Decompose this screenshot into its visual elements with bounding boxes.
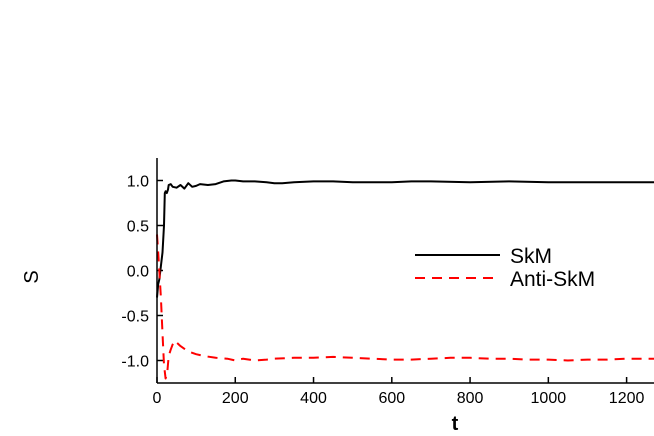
x-axis-tick-labels: 0 200 400 600 800 1000 1200 [153, 390, 645, 407]
legend-label-anti-skm: Anti-SkM [510, 268, 595, 291]
x-tick-label: 200 [222, 390, 249, 407]
y-axis-ticks [157, 179, 163, 362]
legend-label-skm: SkM [510, 245, 552, 268]
x-tick-label: 1200 [609, 390, 645, 407]
x-tick-label: 400 [300, 390, 327, 407]
x-tick-label: 800 [457, 390, 484, 407]
series-line-anti-skm [156, 234, 654, 380]
x-tick-label: 1000 [531, 390, 567, 407]
y-axis-label: S [21, 270, 43, 283]
x-axis-ticks [156, 377, 628, 383]
series-line-skm [156, 179, 654, 298]
x-axis-label: t [452, 413, 459, 435]
y-tick-label: 0.5 [127, 219, 149, 236]
y-axis-tick-labels: 1.0 0.5 0.0 -0.5 -1.0 [121, 174, 149, 371]
series-lines [156, 179, 654, 380]
legend: SkM Anti-SkM [415, 245, 595, 291]
y-tick-label: 0.0 [127, 264, 149, 281]
y-tick-label: -0.5 [121, 309, 149, 326]
y-tick-label: -1.0 [121, 354, 149, 371]
x-tick-label: 0 [153, 390, 162, 407]
y-tick-label: 1.0 [127, 174, 149, 191]
x-tick-label: 600 [378, 390, 405, 407]
